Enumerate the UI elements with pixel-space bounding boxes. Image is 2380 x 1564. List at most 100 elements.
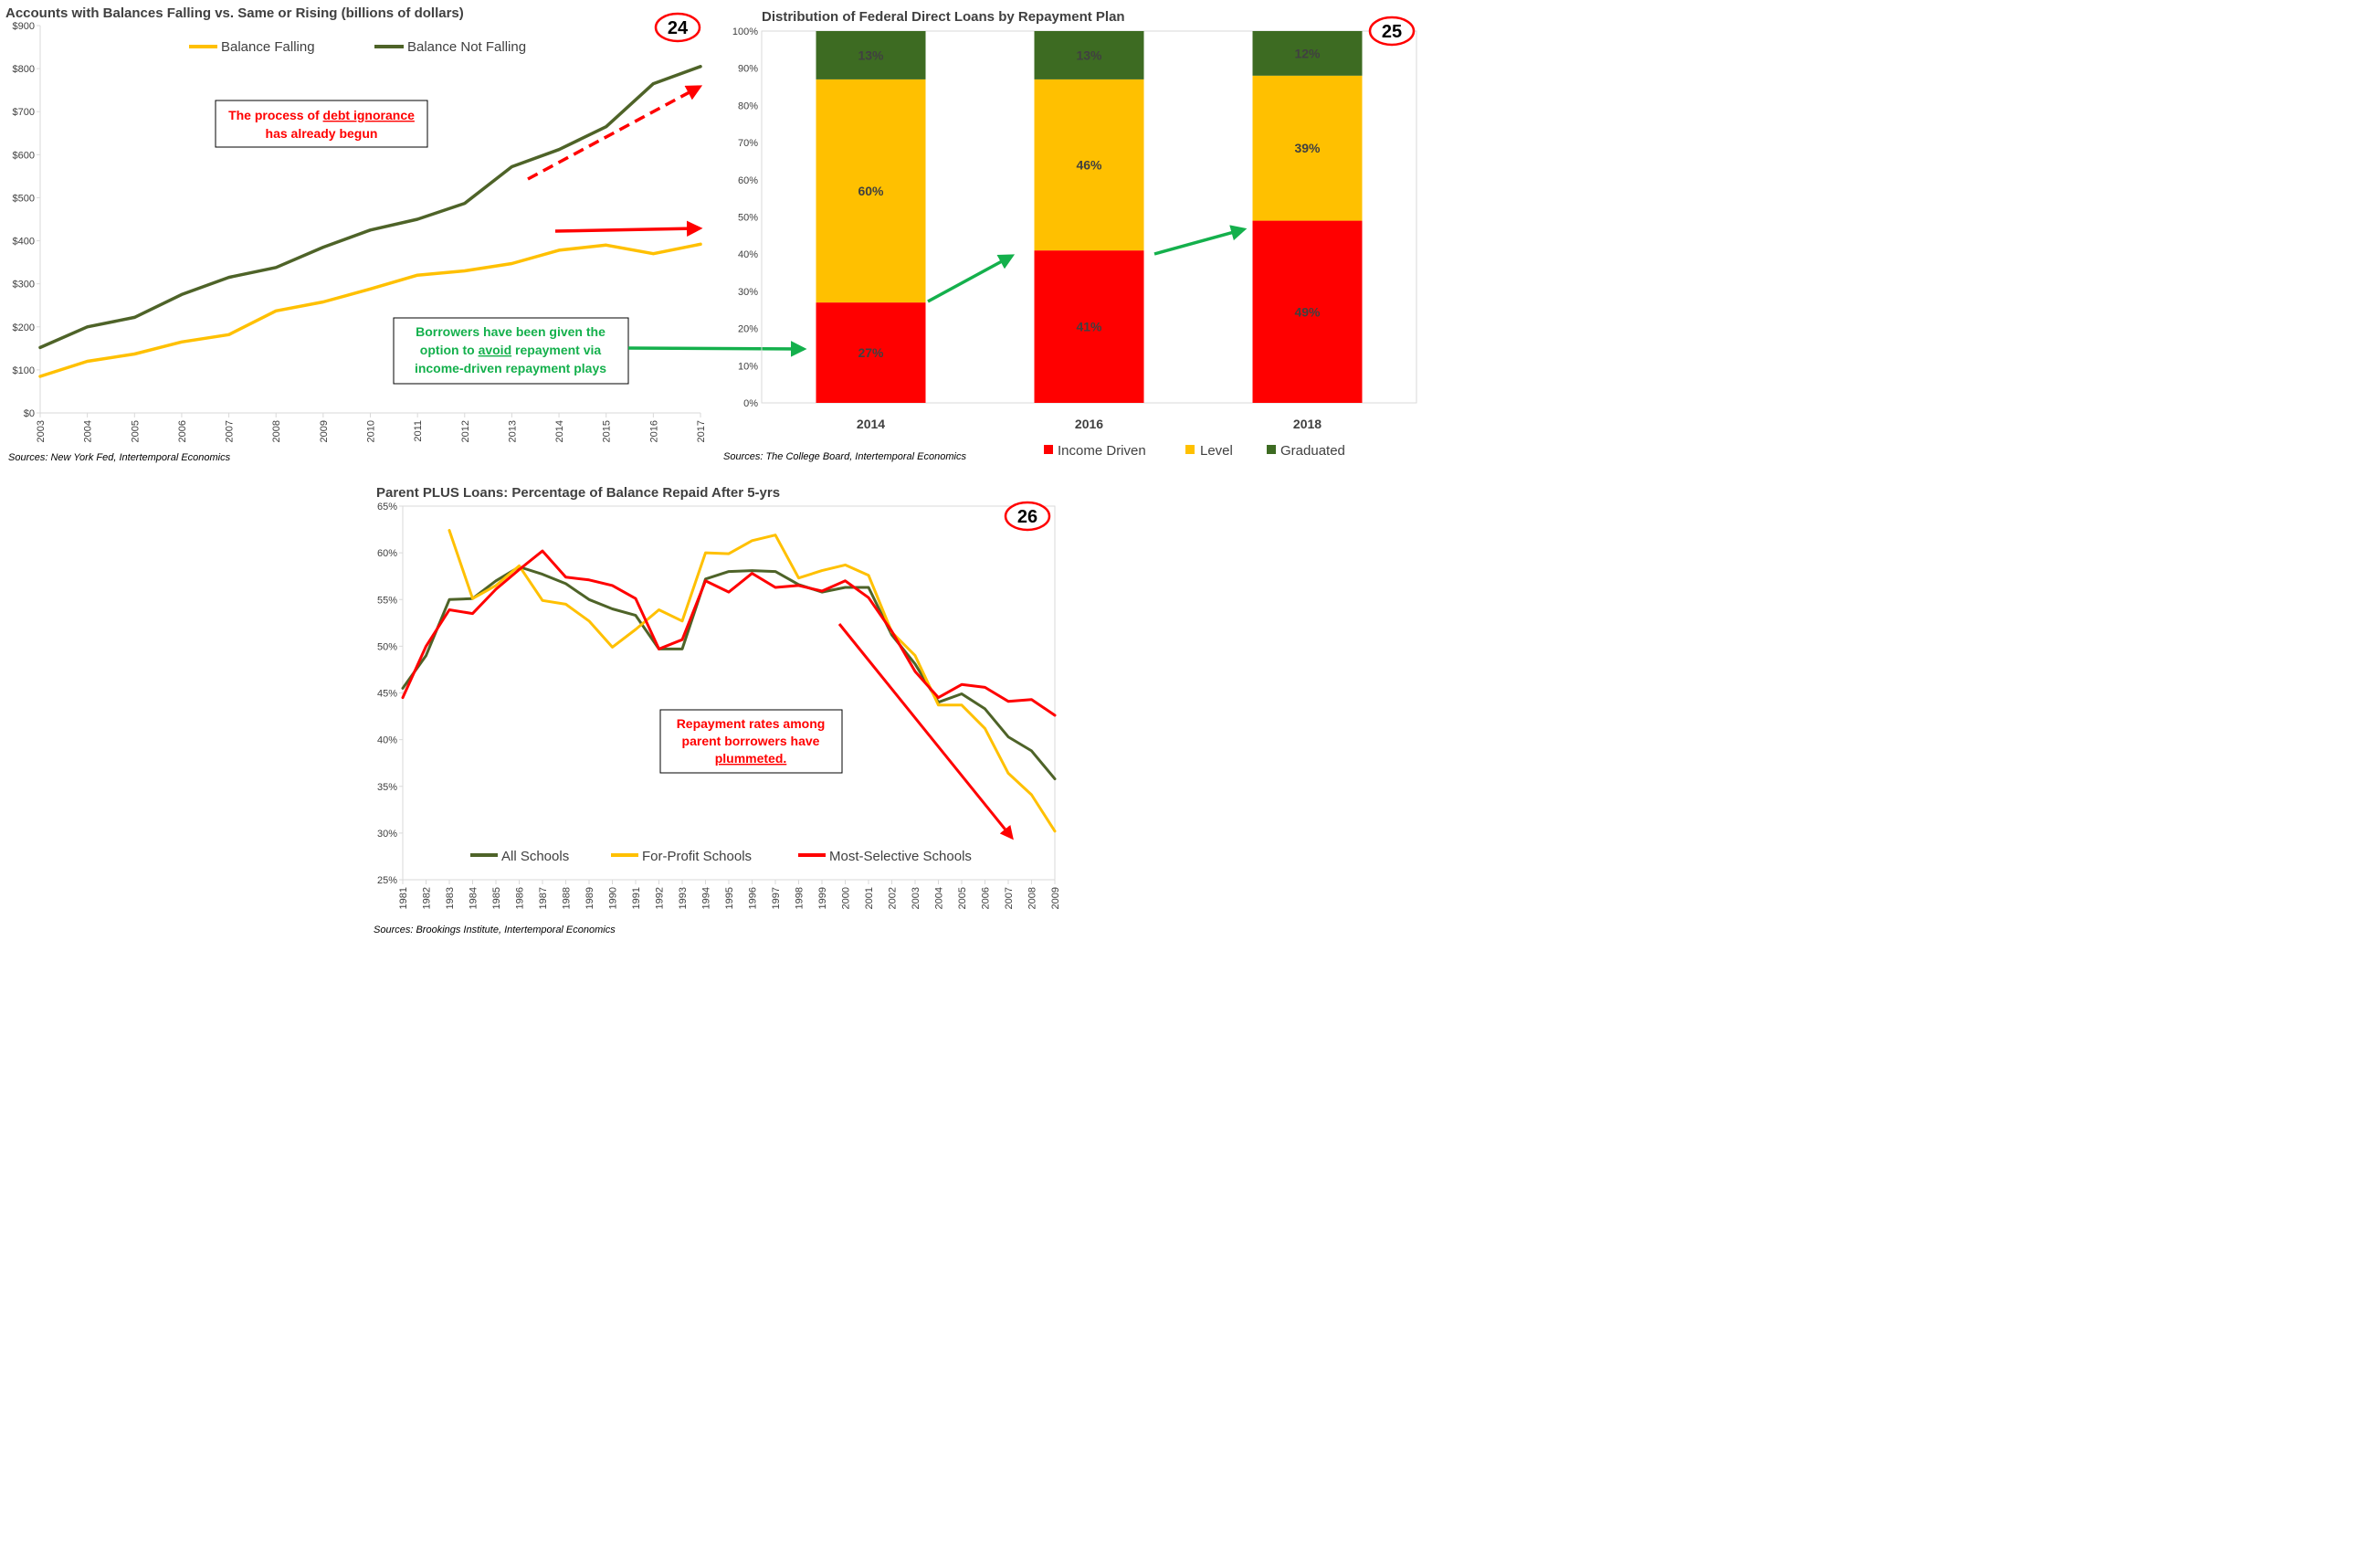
x-tick-label: 1997 [771,887,782,909]
x-tick-label: 1981 [398,887,409,909]
dashed-arrow-up [527,85,703,181]
x-tick-label: 1989 [584,887,595,909]
chart-title: Parent PLUS Loans: Percentage of Balance… [376,485,780,501]
y-tick-label: $300 [13,280,35,291]
flat-arrow [554,220,703,238]
x-tick-label: 2007 [1004,887,1015,909]
y-tick-label: 0% [743,398,758,409]
x-tick-label: 2012 [460,420,471,442]
y-tick-label: 50% [738,213,758,224]
note-line-1: The process of debt ignorance [228,108,415,122]
x-tick-label: 2004 [83,420,94,442]
y-tick-label: 60% [738,175,758,186]
legend-label-for-profit: For-Profit Schools [642,849,752,864]
x-tick-label: 1985 [491,887,502,909]
trend-arrows [527,85,703,238]
legend-label-most-selective: Most-Selective Schools [829,849,972,864]
legend-swatch-level [1185,445,1195,454]
x-tick-label: 2009 [1050,887,1061,909]
x-tick-label: 1986 [515,887,526,909]
legend: Balance Falling Balance Not Falling [189,39,526,55]
y-tick-label: 10% [738,361,758,372]
x-tick-label: 2000 [841,887,852,909]
legend-label-graduated: Graduated [1280,443,1345,459]
source-note: Sources: The College Board, Intertempora… [723,451,966,462]
x-tick-label: 2008 [271,420,282,442]
y-tick-label: 20% [738,324,758,335]
y-tick-label: $400 [13,237,35,248]
series-line-for-profit-schools [448,529,1057,833]
x-tick-label: 1990 [608,887,619,909]
x-tick-label: 1992 [655,887,666,909]
y-tick-label: 30% [377,829,397,840]
x-tick-label: 1999 [817,887,828,909]
y-tick-label: 40% [377,735,397,746]
series-lines [401,529,1057,833]
bar-value-label: 46% [1076,158,1102,173]
note-box [393,317,629,385]
x-tick-label: 1982 [422,887,433,909]
chart-25-repayment-plans: Distribution of Federal Direct Loans by … [723,9,1417,462]
y-tick-label: 50% [377,641,397,652]
y-tick-label: $200 [13,322,35,333]
legend-swatch-income-driven [1044,445,1053,454]
x-tick-label: 2017 [696,420,707,442]
x-tick-label: 1987 [538,887,549,909]
series-lines [38,65,702,378]
bar-value-label: 13% [1076,48,1102,62]
note-line-1: Borrowers have been given the [416,324,606,339]
y-tick-label: 65% [377,502,397,513]
badge-number: 26 [1017,507,1037,527]
source-note: Sources: New York Fed, Intertemporal Eco… [8,452,231,463]
bar-value-label: 12% [1294,46,1321,60]
x-tick-label: 2011 [413,420,424,442]
green-arrow-2014-2016 [927,254,1016,303]
note-line-3: income-driven repayment plays [415,361,606,375]
note-line-2: parent borrowers have [682,734,820,748]
x-tick-label: 2005 [130,420,141,442]
x-tick-label: 2006 [981,887,992,909]
note-box [659,709,843,774]
bar-segment-income-driven [816,302,926,403]
debt-ignorance-note: The process of debt ignorance has alread… [215,100,428,148]
bar-value-labels: 27% 60% 13% 41% 46% 13% 49% 39% 12% [858,46,1321,360]
chart-26-parent-plus: Parent PLUS Loans: Percentage of Balance… [374,485,1061,935]
badge: 25 [1368,16,1416,47]
note-box [215,100,428,148]
x-tick-label: 2006 [177,420,188,442]
x-tick-label: 2016 [648,420,659,442]
category-label: 2014 [857,417,885,431]
bar-segment-income-driven [1034,250,1144,403]
y-tick-label: 90% [738,64,758,75]
legend: All Schools For-Profit Schools Most-Sele… [470,849,972,864]
y-tick-label: 35% [377,782,397,793]
badge-circle [654,12,701,43]
borrowers-note: Borrowers have been given the option to … [393,317,807,385]
tick-labels: 25% 30% 35% 40% 45% 50% 55% 60% 65% 1981 1982 1983 1… [377,502,1061,909]
x-tick-label: 1995 [724,887,735,909]
decline-arrow [837,623,1014,840]
x-tick-label: 1988 [562,887,573,909]
x-tick-label: 2013 [507,420,518,442]
x-tick-label: 2015 [602,420,613,442]
chart-24-balances: Accounts with Balances Falling vs. Same … [5,5,807,463]
series-line-most-selective-schools [401,549,1057,717]
category-label: 2016 [1075,417,1103,431]
bar-value-label: 13% [858,48,884,62]
bar-segment-graduated [1252,31,1363,76]
x-tick-label: 2005 [957,887,968,909]
y-tick-label: 30% [738,287,758,298]
note-line-2: has already begun [266,126,378,141]
bar-value-label: 49% [1294,304,1321,319]
x-tick-label: 2007 [225,420,236,442]
legend-label-balance-not-falling: Balance Not Falling [407,39,526,55]
x-tick-label: 2003 [36,420,47,442]
x-tick-label: 1991 [631,887,642,909]
series-line-balance-falling [38,242,702,378]
y-tick-label: $100 [13,365,35,376]
bar-segment-level [816,79,926,303]
y-tick-label: $800 [13,64,35,75]
x-tick-label: 2014 [554,420,565,442]
x-tick-label: 2002 [888,887,899,909]
repayment-note: Repayment rates among parent borrowers h… [659,709,843,774]
